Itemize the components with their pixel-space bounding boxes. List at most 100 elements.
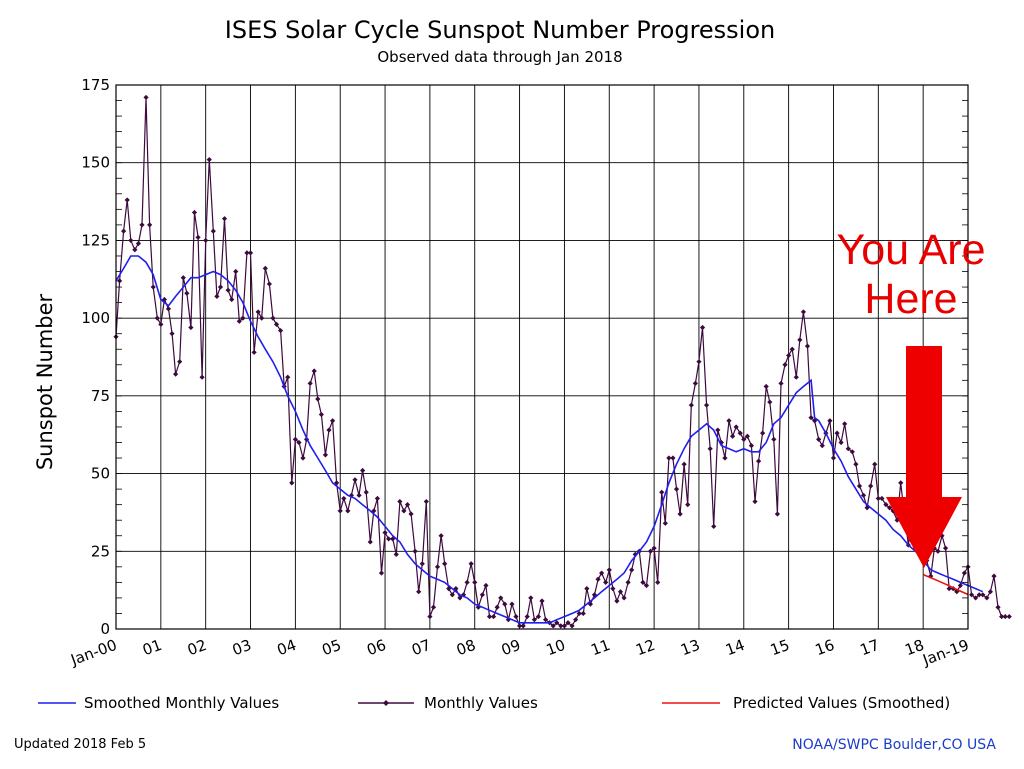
monthly-value-marker <box>513 613 519 620</box>
monthly-value-marker <box>184 290 190 296</box>
monthly-value-marker <box>838 439 844 446</box>
monthly-value-marker <box>214 293 220 299</box>
monthly-value-marker <box>957 582 963 589</box>
monthly-value-marker <box>890 508 896 514</box>
monthly-value-marker <box>251 349 257 355</box>
monthly-value-marker <box>599 570 605 576</box>
monthly-value-marker <box>662 520 668 526</box>
callout-line-2: Here <box>864 275 958 323</box>
monthly-value-marker <box>318 411 324 418</box>
monthly-value-marker <box>629 567 635 573</box>
monthly-value-marker <box>345 508 351 514</box>
monthly-value-marker <box>767 399 773 405</box>
monthly-value-marker <box>449 592 455 598</box>
monthly-value-marker <box>416 589 422 595</box>
monthly-value-marker <box>748 442 755 449</box>
monthly-value-marker <box>849 449 855 455</box>
monthly-value-marker <box>408 511 414 517</box>
monthly-value-marker <box>490 613 497 620</box>
chart-subtitle: Observed data through Jan 2018 <box>377 48 622 66</box>
monthly-value-marker <box>273 321 280 327</box>
monthly-value-marker <box>886 505 893 511</box>
monthly-value-marker <box>973 595 979 601</box>
monthly-value-marker <box>244 250 250 256</box>
monthly-value-marker <box>819 442 825 449</box>
monthly-value-marker <box>247 250 254 256</box>
x-tick-label: 02 <box>185 636 209 659</box>
legend-marker <box>383 700 389 706</box>
monthly-value-marker <box>412 548 418 554</box>
monthly-value-marker <box>610 585 616 592</box>
x-tick-label: 01 <box>140 636 164 659</box>
monthly-value-marker <box>158 321 164 327</box>
monthly-value-marker <box>606 567 612 573</box>
monthly-value-marker <box>793 374 799 380</box>
you-are-here-callout: You Are Here <box>816 226 1006 324</box>
monthly-value-marker <box>419 561 425 567</box>
monthly-value-marker <box>707 446 713 452</box>
monthly-value-marker <box>827 418 833 424</box>
monthly-value-marker <box>315 396 321 402</box>
monthly-value-marker <box>774 511 781 517</box>
monthly-value-marker <box>438 533 444 539</box>
monthly-value-marker <box>569 623 575 629</box>
monthly-value-marker <box>808 415 814 421</box>
monthly-value-marker <box>816 436 822 442</box>
monthly-value-marker <box>161 296 168 303</box>
monthly-value-marker <box>696 359 702 365</box>
monthly-value-marker <box>486 613 493 620</box>
monthly-value-marker <box>535 613 542 620</box>
monthly-value-marker <box>210 228 216 234</box>
monthly-value-marker <box>726 418 732 424</box>
monthly-value-marker <box>453 585 459 592</box>
monthly-value-marker <box>386 536 392 542</box>
monthly-value-marker <box>498 595 504 601</box>
monthly-value-marker <box>752 498 758 505</box>
monthly-value-marker <box>311 368 317 374</box>
monthly-value-marker <box>703 402 710 408</box>
monthly-value-marker <box>326 427 332 433</box>
monthly-value-marker <box>760 430 766 436</box>
x-tick-label: 16 <box>813 636 837 659</box>
monthly-value-marker <box>987 589 994 595</box>
monthly-value-marker <box>883 502 889 508</box>
x-tick-label: 08 <box>454 636 478 659</box>
monthly-value-marker <box>531 617 537 623</box>
monthly-value-marker <box>711 523 717 530</box>
x-tick-label: 14 <box>723 636 747 659</box>
monthly-value-marker <box>797 337 803 343</box>
monthly-value-marker <box>621 595 627 601</box>
monthly-value-marker <box>1002 613 1008 620</box>
monthly-value-marker <box>968 592 975 598</box>
monthly-value-marker <box>830 455 837 461</box>
x-tick-label: Jan-19 <box>920 636 972 670</box>
monthly-value-marker <box>643 582 650 589</box>
y-tick-label: 125 <box>81 231 110 249</box>
monthly-value-marker <box>132 247 138 253</box>
y-tick-label: 25 <box>91 542 110 560</box>
monthly-value-marker <box>733 424 739 430</box>
monthly-value-marker <box>800 309 807 315</box>
monthly-value-marker <box>542 617 549 623</box>
monthly-value-marker <box>1006 613 1012 620</box>
monthly-value-marker <box>722 455 728 461</box>
monthly-value-marker <box>879 495 885 502</box>
monthly-value-marker <box>864 505 870 511</box>
monthly-value-marker <box>337 508 343 514</box>
monthly-value-marker <box>872 461 878 467</box>
monthly-value-marker <box>860 492 867 498</box>
monthly-value-marker <box>699 324 706 331</box>
monthly-value-marker <box>554 620 560 626</box>
x-tick-label: 13 <box>678 636 702 659</box>
updated-date: Updated 2018 Feb 5 <box>14 737 147 752</box>
x-tick-label: 17 <box>858 636 882 659</box>
monthly-value-marker <box>322 452 329 458</box>
monthly-value-marker <box>468 561 474 567</box>
monthly-value-marker <box>382 530 388 536</box>
monthly-value-marker <box>875 495 881 502</box>
monthly-value-marker <box>898 480 904 486</box>
monthly-value-marker <box>128 237 134 244</box>
monthly-value-marker <box>729 433 736 439</box>
monthly-value-marker <box>595 576 601 582</box>
